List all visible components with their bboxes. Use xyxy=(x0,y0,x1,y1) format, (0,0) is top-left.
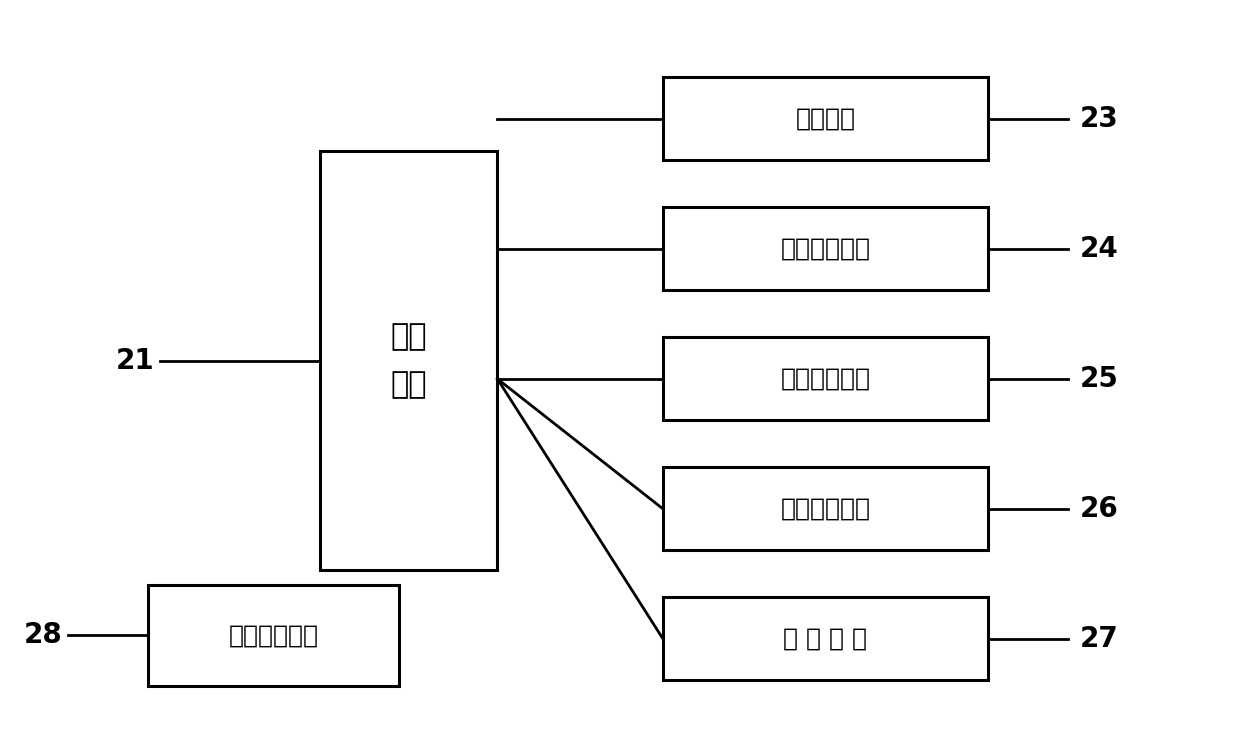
Text: 26: 26 xyxy=(1080,495,1118,523)
Text: 25: 25 xyxy=(1080,365,1118,393)
Bar xyxy=(320,152,497,570)
Bar xyxy=(148,584,399,686)
Text: 通信部分: 通信部分 xyxy=(795,107,856,131)
Text: 主控
制器: 主控 制器 xyxy=(391,322,427,399)
Text: 23: 23 xyxy=(1080,105,1118,133)
Text: 24: 24 xyxy=(1080,235,1118,263)
Text: 27: 27 xyxy=(1080,625,1118,653)
Text: 28: 28 xyxy=(24,621,62,649)
Text: 21: 21 xyxy=(115,347,154,375)
Bar xyxy=(663,337,988,420)
Text: 声光报警部分: 声光报警部分 xyxy=(780,497,870,521)
Bar xyxy=(663,77,988,160)
Text: 存 储 部 分: 存 储 部 分 xyxy=(784,627,867,651)
Text: 电池管理部分: 电池管理部分 xyxy=(228,623,319,647)
Bar xyxy=(663,208,988,291)
Bar xyxy=(663,467,988,551)
Text: 车辆检测部分: 车辆检测部分 xyxy=(780,237,870,261)
Bar xyxy=(663,598,988,680)
Text: 运动控制部分: 运动控制部分 xyxy=(780,367,870,391)
